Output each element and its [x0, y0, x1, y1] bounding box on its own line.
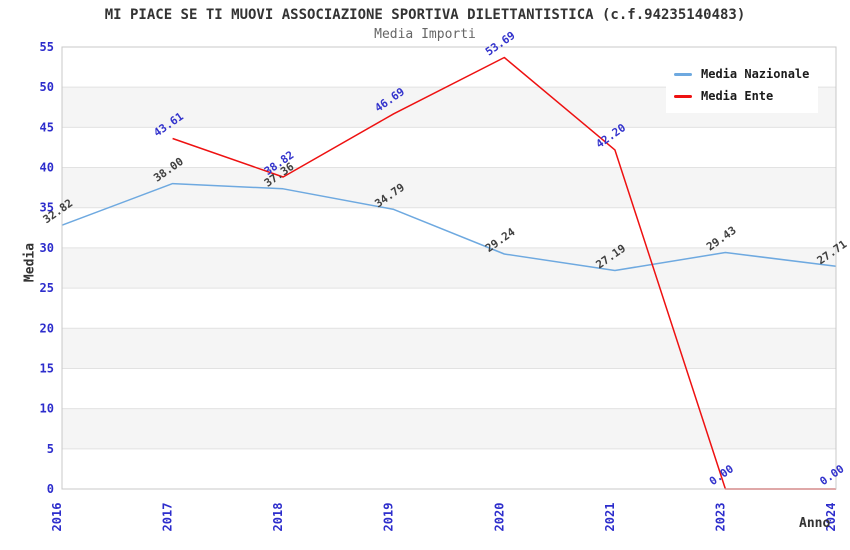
plot-band	[62, 408, 836, 449]
x-tick-label: 2019	[382, 503, 396, 532]
plot-band	[62, 328, 836, 369]
legend-label: Media Ente	[701, 89, 774, 103]
plot-band	[62, 127, 836, 168]
x-tick-label: 2024	[824, 503, 838, 532]
plot-band	[62, 448, 836, 489]
x-axis-title: Anno	[799, 516, 831, 531]
y-tick-label: 15	[40, 361, 54, 375]
y-tick-label: 40	[40, 161, 54, 175]
legend-item-media-ente: Media Ente	[674, 85, 810, 107]
legend: Media Nazionale Media Ente	[666, 57, 818, 113]
plot-border	[61, 46, 837, 490]
plot-band	[62, 247, 836, 289]
legend-line-sample-icon	[674, 72, 692, 76]
y-tick-label: 25	[40, 281, 54, 295]
x-tick-label: 2018	[271, 503, 285, 532]
x-tick-label: 2020	[492, 503, 506, 532]
plot-band	[62, 368, 836, 409]
y-tick-label: 35	[40, 201, 54, 215]
legend-item-media-nazionale: Media Nazionale	[674, 63, 810, 85]
x-tick-label: 2016	[50, 503, 64, 532]
x-tick-label: 2023	[713, 503, 727, 532]
y-tick-label: 0	[47, 482, 54, 496]
chart-subtitle: Media Importi	[374, 27, 476, 42]
y-tick-label: 45	[40, 120, 54, 134]
legend-line-sample-icon	[674, 94, 692, 98]
y-tick-label: 50	[40, 80, 54, 94]
y-tick-label: 20	[40, 321, 54, 335]
chart-title: MI PIACE SE TI MUOVI ASSOCIAZIONE SPORTI…	[104, 7, 746, 23]
plot-band	[62, 167, 836, 208]
y-tick-label: 55	[40, 40, 54, 54]
series-line-media-nazionale	[61, 182, 837, 272]
y-tick-label: 30	[40, 241, 54, 255]
legend-label: Media Nazionale	[701, 67, 810, 81]
plot-band	[62, 207, 836, 248]
x-tick-label: 2021	[603, 503, 617, 532]
x-tick-label: 2017	[161, 503, 175, 532]
y-axis-title: Media	[22, 242, 38, 283]
plot-band	[62, 288, 836, 329]
y-tick-label: 5	[47, 442, 54, 456]
y-tick-label: 10	[40, 402, 54, 416]
